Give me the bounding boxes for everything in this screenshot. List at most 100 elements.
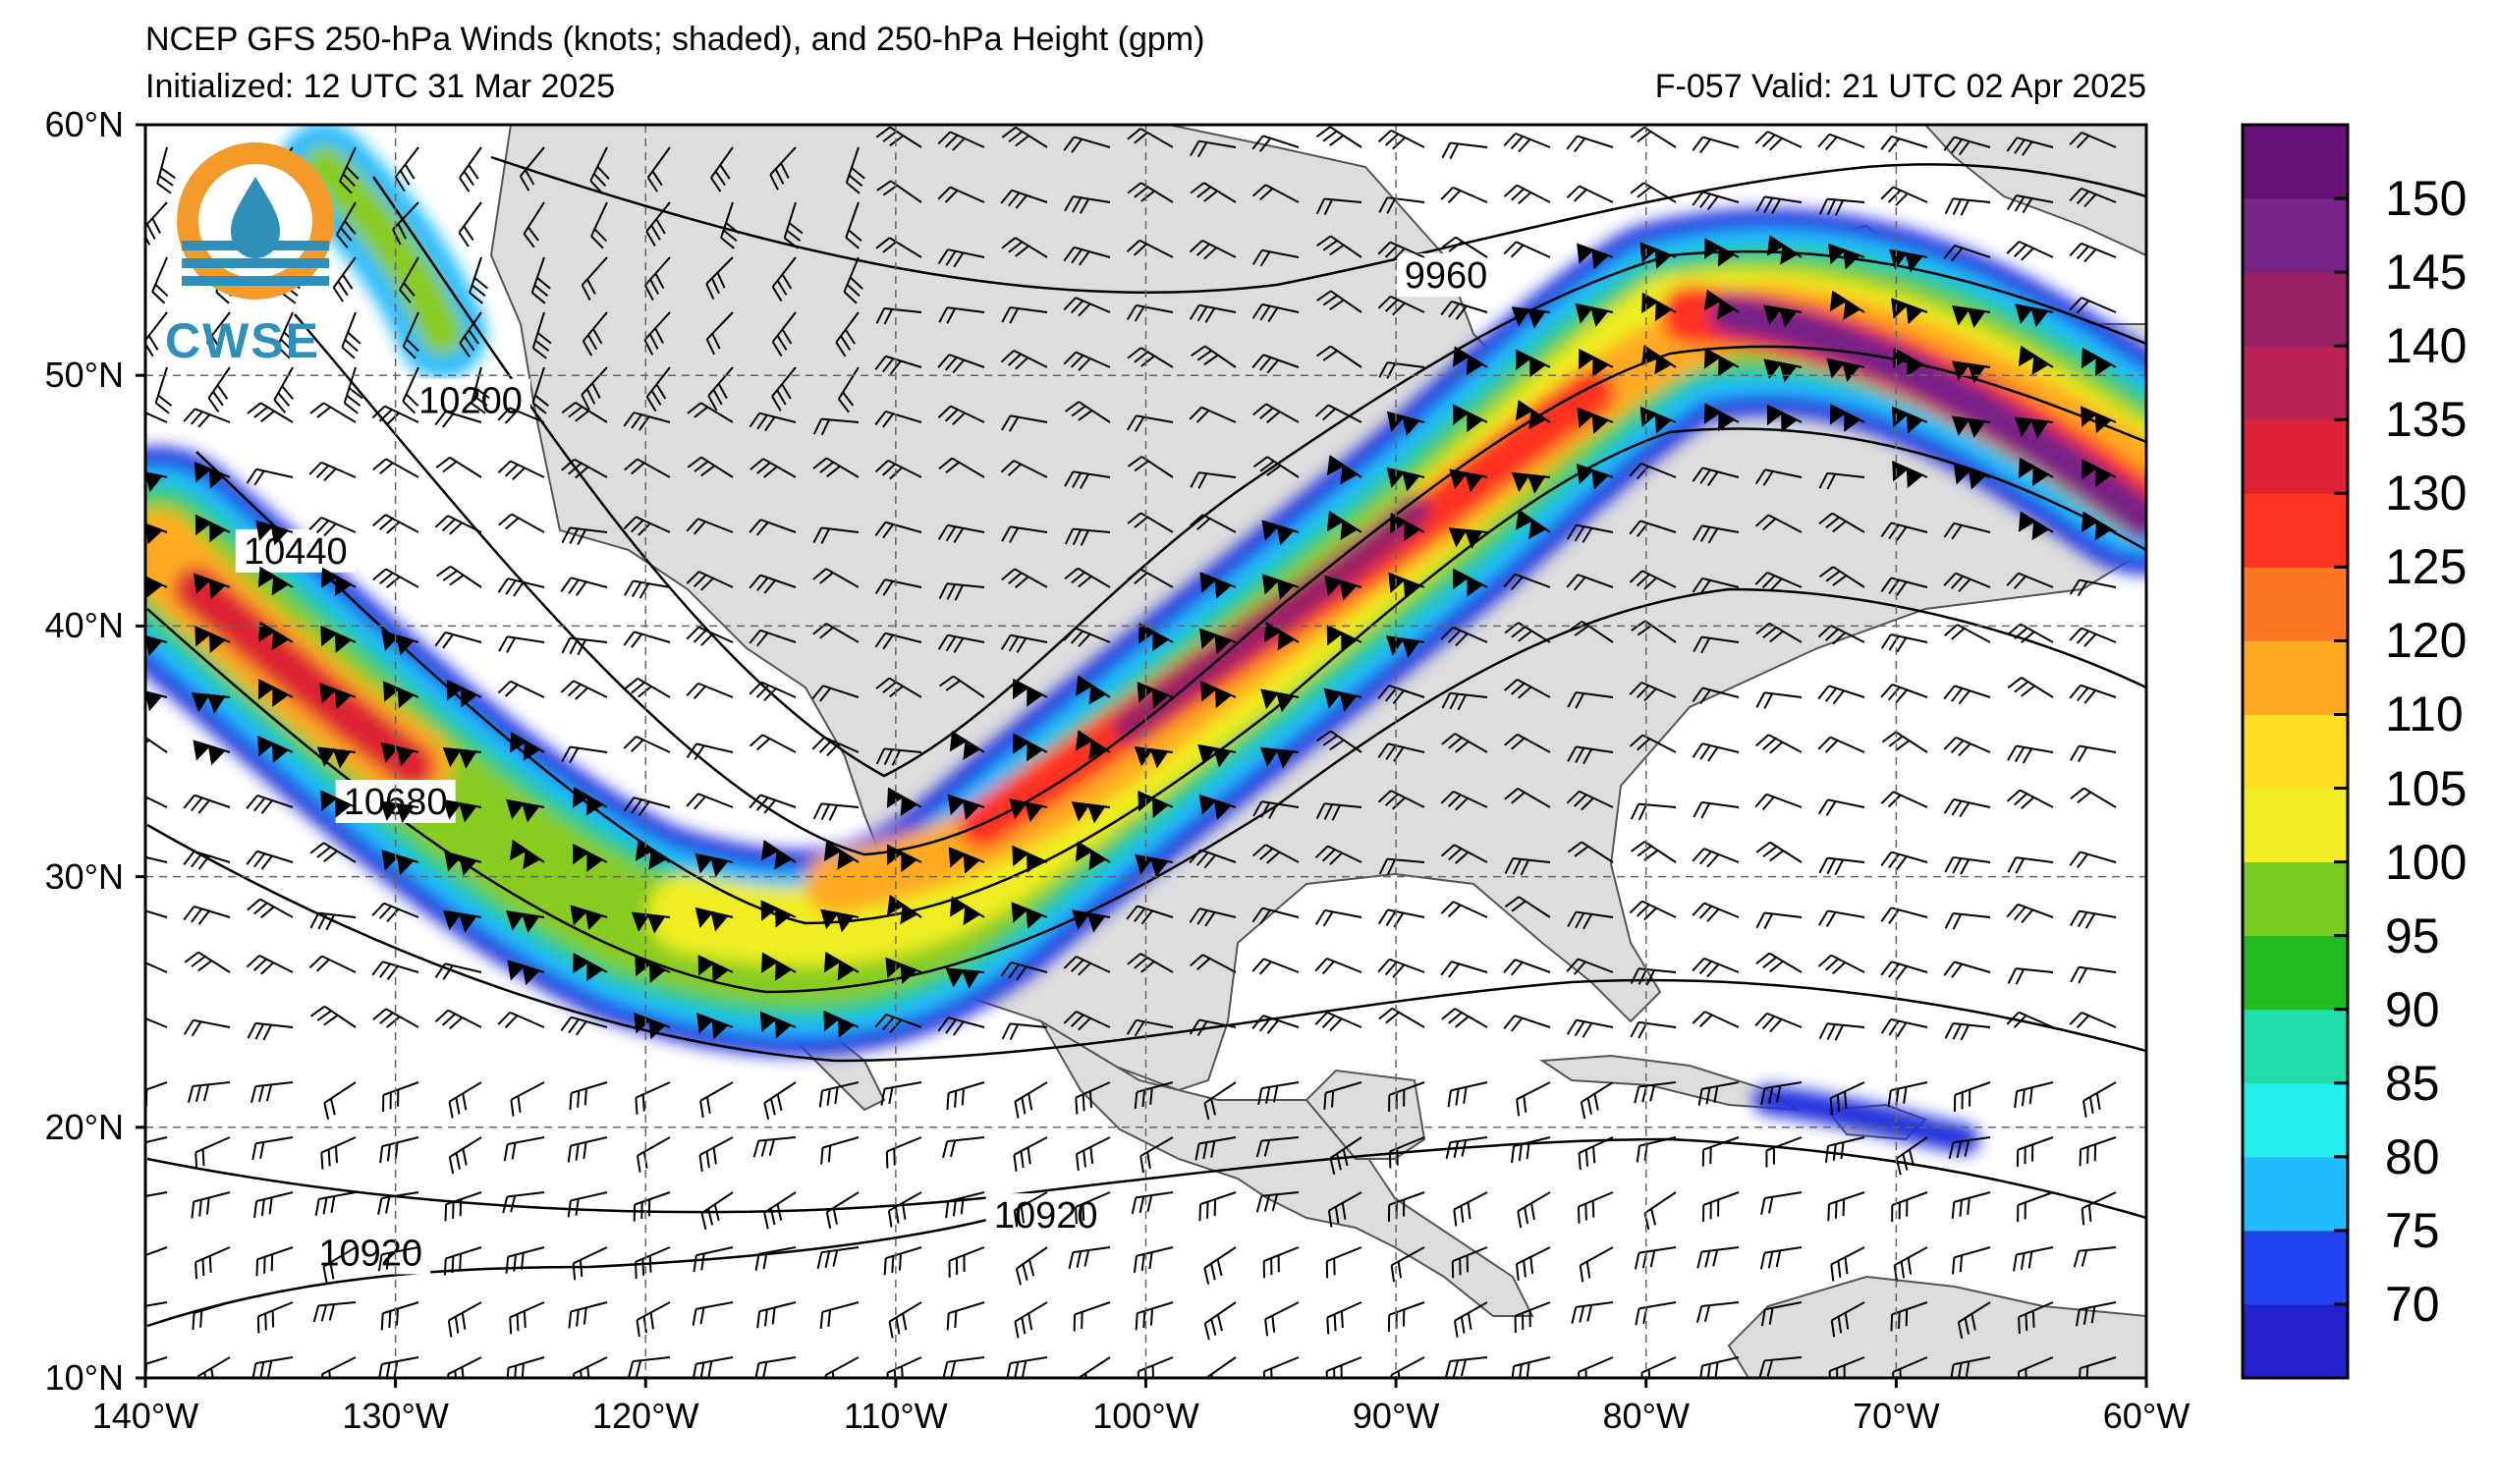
wind-barb (697, 955, 734, 983)
wind-barb (819, 1301, 860, 1329)
wind-barb (1754, 571, 1803, 592)
wind-barb (874, 410, 922, 428)
wind-barb (1766, 235, 1803, 265)
wind-barb (1758, 1356, 1803, 1378)
colorbar-segment (2243, 1156, 2348, 1232)
wind-barb (631, 911, 671, 934)
wind-barb (1511, 306, 1551, 329)
wind-barb (320, 1136, 357, 1170)
wind-barb (509, 839, 545, 870)
wind-barb (1316, 730, 1362, 753)
colorbar-segment (2243, 493, 2348, 568)
wind-barb (749, 734, 797, 753)
lat-label: 60°N (44, 104, 124, 144)
wind-barb (1251, 302, 1300, 323)
wind-barb (720, 201, 741, 249)
contour-label: 9960 (1405, 255, 1488, 297)
wind-barb (624, 579, 671, 599)
wind-barb (322, 1246, 357, 1284)
wind-barb (1014, 1081, 1048, 1119)
wind-barb (634, 1013, 671, 1040)
contour-label-bg (985, 1193, 1106, 1237)
wind-barb (1503, 959, 1551, 976)
wind-barb (372, 458, 419, 478)
wind-barb (874, 355, 922, 375)
wind-barb (886, 787, 922, 816)
wind-barb (1385, 635, 1425, 658)
wind-barb (2070, 965, 2117, 984)
wind-barb (1189, 954, 1237, 973)
wind-barb (1190, 471, 1237, 489)
wind-barb (1692, 1011, 1740, 1028)
wind-barb (246, 850, 294, 870)
wind-barb (2069, 242, 2117, 263)
wind-barb (754, 1246, 797, 1271)
wind-barb (1817, 625, 1865, 645)
wind-barb (1576, 464, 1614, 490)
wind-barb (510, 1081, 545, 1117)
wind-barb (1440, 844, 1488, 864)
wind-barb (749, 794, 797, 814)
wind-barb (875, 237, 922, 258)
wind-barb (874, 632, 922, 650)
wind-barb (2082, 1081, 2117, 1118)
wind-barb (2073, 1246, 2117, 1268)
colorbar-segment (2243, 1230, 2348, 1305)
wind-barb (154, 366, 173, 414)
wind-barb (1134, 1081, 1174, 1110)
wind-barb (1251, 354, 1300, 374)
wind-barb (257, 736, 294, 764)
wind-barb (1252, 403, 1300, 423)
wind-barb (312, 1301, 357, 1323)
wind-barb (1944, 1022, 1991, 1041)
wind-barb (1766, 404, 1803, 433)
wind-barb (1630, 967, 1677, 986)
wind-barb (572, 844, 608, 872)
wind-barb (255, 1246, 294, 1277)
wind-barb (624, 458, 671, 478)
wind-barb (191, 1191, 231, 1219)
wind-barb (1503, 184, 1551, 205)
wind-barb (1389, 512, 1425, 542)
wind-barb (1326, 1301, 1362, 1335)
axis-ticks (136, 123, 2148, 1388)
wind-barb (2070, 744, 2117, 763)
wind-barb (1891, 406, 1928, 434)
wind-barb (2014, 416, 2054, 439)
wind-barb (1315, 126, 1362, 148)
wind-barb (1566, 958, 1614, 975)
wind-barb (572, 1246, 608, 1281)
wind-barb (1517, 1191, 1551, 1229)
wind-barb (1314, 404, 1362, 423)
wind-barb (749, 519, 797, 536)
wind-barb (1830, 1301, 1865, 1338)
wind-barb (145, 730, 168, 753)
wind-barb (1251, 1015, 1300, 1034)
wind-barb (1441, 141, 1488, 160)
wind-barb (1447, 1081, 1488, 1108)
wind-barb (339, 146, 360, 194)
wind-barb (1890, 1301, 1928, 1332)
wind-barb (380, 742, 419, 767)
wind-barb (1948, 1136, 1991, 1160)
wind-barb (1194, 1136, 1237, 1161)
wind-barb (1378, 1007, 1425, 1028)
wind-barb (394, 146, 419, 192)
wind-barb (1011, 902, 1048, 929)
wind-barb (1511, 1356, 1551, 1378)
colorbar-segment (2243, 272, 2348, 347)
wind-barb (1692, 848, 1740, 868)
wind-barb (1630, 1020, 1677, 1039)
wind-barb (646, 146, 671, 192)
wind-barb (875, 306, 922, 325)
wind-barb (1949, 1356, 1991, 1378)
wind-barb (1064, 470, 1111, 490)
colorbar-segment (2243, 1009, 2348, 1084)
wind-barb (938, 306, 985, 324)
wind-barb (1012, 845, 1048, 873)
wind-barb (1944, 624, 1991, 643)
contour-label: 10920 (994, 1195, 1098, 1237)
wind-barb (2006, 241, 2054, 261)
wind-barb (623, 797, 671, 816)
wind-barb (257, 621, 294, 651)
